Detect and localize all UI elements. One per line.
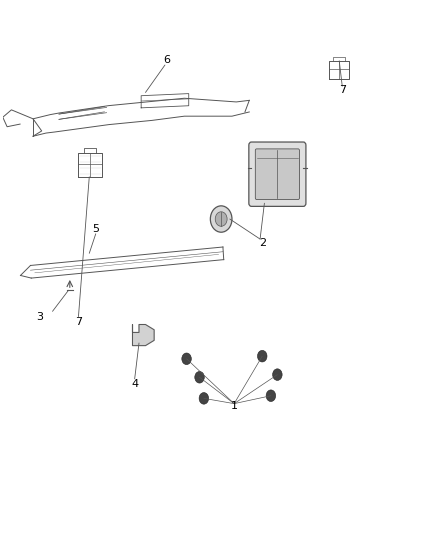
Text: 2: 2 bbox=[259, 238, 266, 248]
Text: 6: 6 bbox=[164, 55, 171, 64]
Polygon shape bbox=[133, 325, 154, 345]
Text: 7: 7 bbox=[339, 85, 346, 95]
Text: 3: 3 bbox=[36, 312, 43, 321]
Circle shape bbox=[272, 369, 282, 381]
Circle shape bbox=[199, 393, 208, 404]
Circle shape bbox=[210, 206, 232, 232]
FancyBboxPatch shape bbox=[249, 142, 306, 206]
FancyBboxPatch shape bbox=[255, 149, 300, 199]
Circle shape bbox=[266, 390, 276, 401]
Circle shape bbox=[258, 350, 267, 362]
Circle shape bbox=[195, 372, 204, 383]
Circle shape bbox=[182, 353, 191, 365]
Text: 1: 1 bbox=[231, 401, 238, 411]
Text: 7: 7 bbox=[75, 317, 82, 327]
Text: 5: 5 bbox=[92, 223, 99, 233]
Text: 4: 4 bbox=[131, 378, 138, 389]
Circle shape bbox=[215, 212, 227, 227]
